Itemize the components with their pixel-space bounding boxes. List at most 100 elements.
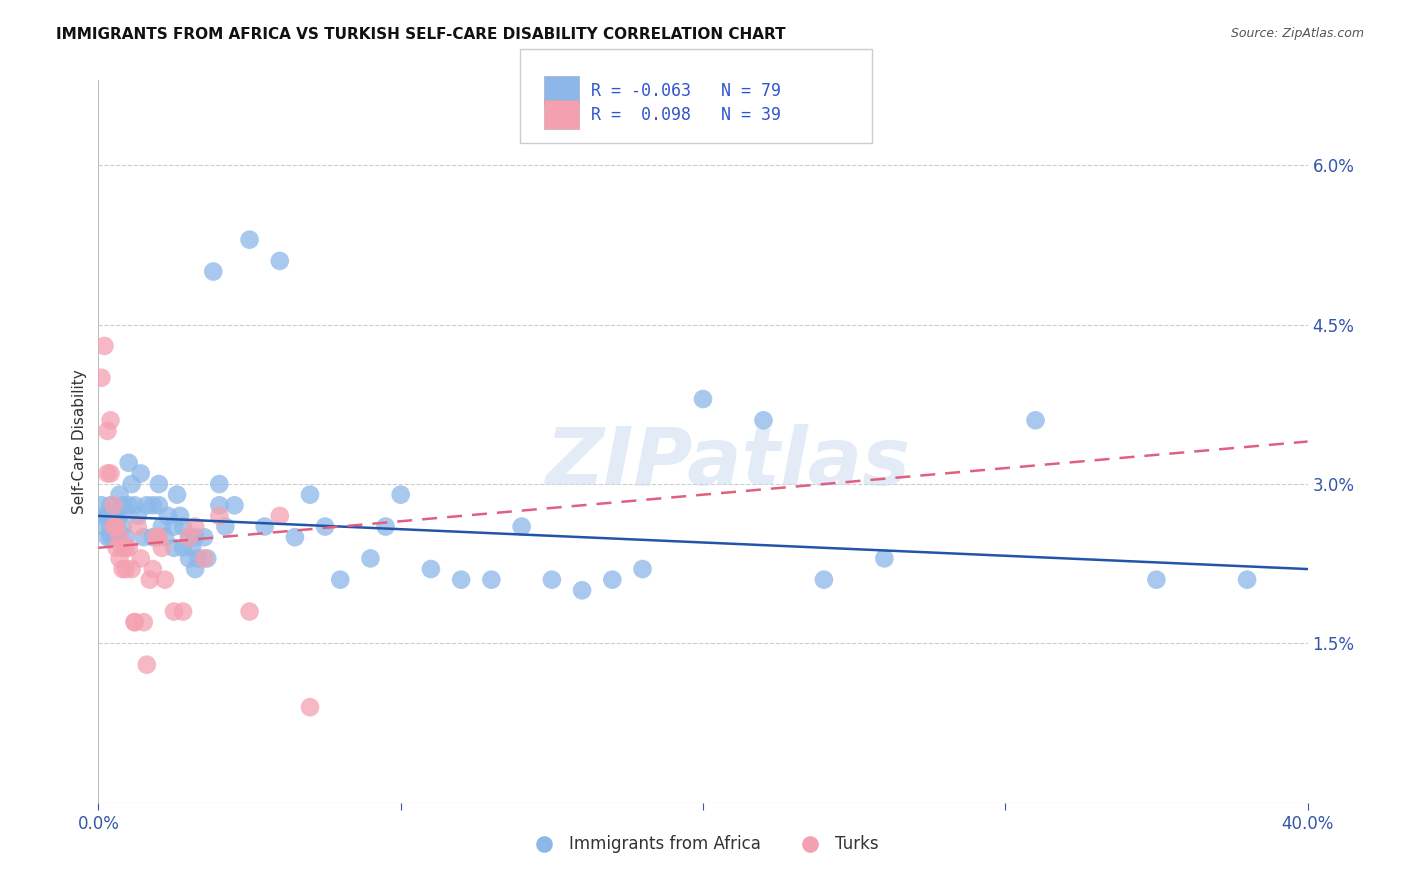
Point [420,562,443,576]
Legend: Immigrants from Africa, Turks: Immigrants from Africa, Turks [520,828,886,860]
Point [139,573,162,587]
Point [150,541,173,555]
Point [172,605,194,619]
Point [184,519,207,533]
Point [142,562,165,576]
Point [214,519,236,533]
Point [153,530,176,544]
Text: IMMIGRANTS FROM AFRICA VS TURKISH SELF-CARE DISABILITY CORRELATION CHART: IMMIGRANTS FROM AFRICA VS TURKISH SELF-C… [56,27,786,42]
Point [450,573,472,587]
Point [96,467,118,481]
Point [253,519,276,533]
Point [208,477,231,491]
Point [239,605,262,619]
Point [329,573,352,587]
Point [150,519,173,533]
Point [108,508,131,523]
Point [145,530,167,544]
Point [103,530,125,544]
Point [96,508,118,523]
Point [148,477,170,491]
Point [148,498,170,512]
Point [389,488,412,502]
Point [208,498,231,512]
Point [1024,413,1046,427]
Point [96,530,118,544]
Point [135,657,157,672]
Point [124,615,146,630]
Y-axis label: Self-Care Disability: Self-Care Disability [72,369,87,514]
Point [118,456,141,470]
Text: Source: ZipAtlas.com: Source: ZipAtlas.com [1230,27,1364,40]
Point [124,498,146,512]
Point [142,498,165,512]
Point [96,424,118,438]
Point [114,562,136,576]
Point [193,530,215,544]
Point [105,519,128,533]
Point [631,562,654,576]
Point [179,551,201,566]
Point [100,519,122,533]
Point [114,541,136,555]
Point [166,488,188,502]
Point [129,551,152,566]
Point [169,508,191,523]
Point [269,254,291,268]
Point [239,233,262,247]
Point [314,519,336,533]
Point [153,573,176,587]
Point [90,371,112,385]
Point [540,573,562,587]
Point [692,392,714,406]
Point [142,530,165,544]
Point [299,488,322,502]
Point [100,413,122,427]
Point [284,530,307,544]
Point [481,573,503,587]
Point [105,541,128,555]
Point [224,498,246,512]
Point [111,519,134,533]
Point [100,467,122,481]
Point [135,498,157,512]
Point [111,498,134,512]
Point [121,562,143,576]
Point [93,519,115,533]
Point [114,530,136,544]
Point [163,605,186,619]
Text: R = -0.063   N = 79: R = -0.063 N = 79 [591,81,780,100]
Point [105,519,128,533]
Point [163,519,186,533]
Point [103,508,125,523]
Point [1236,573,1258,587]
Point [752,413,775,427]
Point [103,498,125,512]
Point [813,573,835,587]
Point [163,541,186,555]
Point [108,488,131,502]
Point [187,551,209,566]
Point [195,551,218,566]
Point [269,508,291,523]
Point [103,519,125,533]
Point [105,530,128,544]
Point [93,508,115,523]
Point [100,530,122,544]
Point [127,519,149,533]
Point [873,551,896,566]
Point [127,508,149,523]
Point [108,551,131,566]
Point [181,541,204,555]
Point [90,498,112,512]
Point [208,508,231,523]
Text: ZIPatlas: ZIPatlas [544,425,910,502]
Point [360,551,382,566]
Point [100,498,122,512]
Point [156,508,179,523]
Point [121,477,143,491]
Point [132,530,155,544]
Point [184,530,207,544]
Point [118,498,141,512]
Point [602,573,624,587]
